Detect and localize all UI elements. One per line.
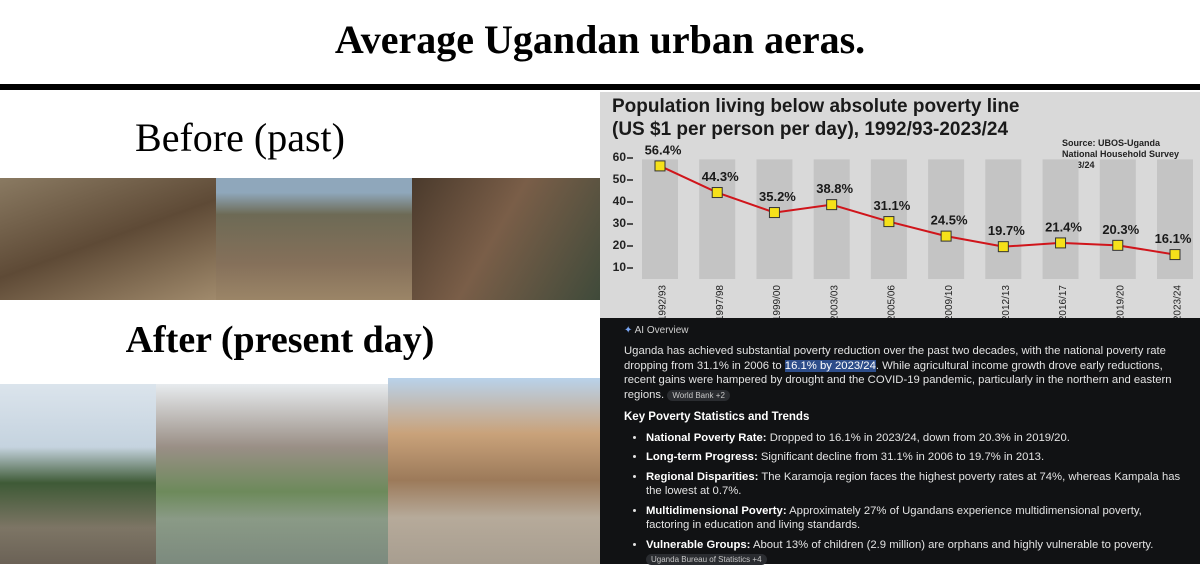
y-tick-label: 40 (613, 194, 627, 208)
column-shade (928, 159, 965, 279)
value-label: 24.5% (931, 213, 968, 228)
x-tick-label: 2003/03 (829, 285, 840, 322)
ai-heading: Key Poverty Statistics and Trends (624, 411, 810, 423)
bullet: Regional Disparities: The Karamoja regio… (646, 470, 1184, 499)
x-tick-label: 1997/98 (715, 285, 726, 322)
marker (711, 187, 723, 199)
value-label: 44.3% (702, 169, 739, 184)
column-shade (813, 159, 850, 279)
ai-body: Uganda has achieved substantial poverty … (624, 344, 1184, 572)
photo (0, 384, 156, 564)
column-shade (756, 159, 793, 279)
ai-icon: ✦ (624, 325, 633, 336)
bullet-text: Approximately 27% of Ugandans experience… (646, 504, 1142, 532)
marker (883, 216, 895, 228)
photo (0, 178, 216, 300)
column-shade (642, 159, 678, 279)
column-shade (1157, 159, 1193, 279)
y-tick-label: 20 (613, 238, 627, 252)
photo (412, 178, 600, 300)
photo (216, 178, 412, 300)
chart-subtitle: (US $1 per person per day), 1992/93-2023… (612, 119, 1008, 140)
x-tick-label: 2012/13 (1001, 285, 1012, 322)
bullet-text: The Karamoja region faces the highest po… (646, 470, 1181, 498)
bullet-label: Long-term Progress: (646, 451, 758, 463)
y-tick-label: 30 (613, 216, 627, 230)
photo (388, 378, 600, 564)
value-label: 16.1% (1155, 231, 1192, 246)
marker (654, 160, 666, 172)
bullet: Vulnerable Groups: About 13% of children… (646, 538, 1184, 567)
y-tick-label: 60 (613, 150, 627, 164)
line (659, 165, 1176, 256)
ai-overview: ✦ AI Overview Uganda has achieved substa… (600, 318, 1200, 565)
column-shade (1099, 159, 1136, 279)
value-label: 21.4% (1045, 219, 1082, 234)
bullet: Long-term Progress: Significant decline … (646, 450, 1184, 465)
value-label: 19.7% (988, 223, 1025, 238)
ai-intro: Uganda has achieved substantial poverty … (624, 344, 1184, 402)
y-tick-label: 50 (613, 172, 627, 186)
value-label: 20.3% (1102, 222, 1139, 237)
marker (1112, 239, 1124, 251)
x-tick-label: 2005/06 (887, 285, 898, 322)
source-chip[interactable]: Uganda Bureau of Statistics +4 (646, 554, 767, 565)
bullet-text: Dropped to 16.1% in 2023/24, down from 2… (769, 431, 1070, 444)
section-label: After (present day) (125, 319, 435, 361)
x-tick-label: 1999/00 (772, 285, 783, 322)
value-label: 31.1% (873, 198, 910, 213)
bullet: National Poverty Rate: Dropped to 16.1% … (646, 431, 1184, 446)
x-tick-label: 1992/93 (658, 285, 669, 322)
marker (940, 230, 952, 242)
bullet-text: About 13% of children (2.9 million) are … (752, 538, 1154, 551)
x-tick-label: 2019/20 (1115, 285, 1126, 322)
marker (1055, 237, 1067, 249)
bullet-label: National Poverty Rate: (646, 431, 767, 444)
marker (997, 241, 1009, 253)
y-tick-label: 10 (613, 260, 627, 274)
bullet-label: Regional Disparities: (646, 470, 759, 483)
ai-bullets: National Poverty Rate: Dropped to 16.1% … (624, 431, 1184, 567)
intro-highlight: 16.1% by 2023/24 (784, 359, 876, 372)
source-chip[interactable]: World Bank +2 (667, 389, 730, 401)
section-label: Before (past) (135, 115, 345, 160)
marker (768, 207, 780, 219)
bullet: Multidimensional Poverty: Approximately … (646, 504, 1184, 533)
bullet-label: Vulnerable Groups: (646, 538, 751, 551)
column-shade (699, 159, 736, 279)
value-label: 56.4% (645, 142, 682, 157)
ai-label: ✦ AI Overview (624, 324, 689, 339)
column-shade (1042, 159, 1079, 279)
intro-text: . While agricultural income growth drove… (624, 359, 1172, 401)
intro-text: Uganda has achieved substantial poverty … (624, 345, 1166, 372)
column-shade (985, 159, 1022, 279)
divider (0, 84, 1200, 90)
value-label: 35.2% (759, 189, 796, 204)
photo (156, 384, 388, 564)
page-title: Average Ugandan urban aeras. (334, 17, 866, 62)
bullet-label: Multidimensional Poverty: (646, 504, 787, 517)
bullet-text: Significant decline from 31.1% in 2006 t… (760, 451, 1045, 463)
ai-label-text: AI Overview (634, 325, 689, 336)
x-tick-label: 2009/10 (944, 285, 955, 322)
chart-title: Population living below absolute poverty… (612, 96, 1020, 117)
x-tick-label: 2023/24 (1173, 285, 1184, 322)
value-label: 38.8% (816, 181, 853, 196)
marker (826, 199, 838, 211)
x-tick-label: 2016/17 (1058, 285, 1069, 322)
marker (1169, 249, 1181, 261)
